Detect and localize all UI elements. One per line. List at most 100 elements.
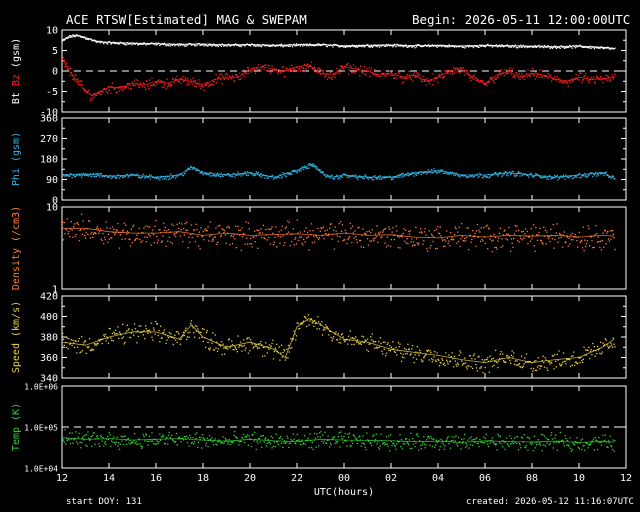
speed-sample-point xyxy=(434,351,436,353)
bz-sample-point xyxy=(381,73,383,75)
temp-sample-point xyxy=(162,434,164,436)
bz-sample-point xyxy=(480,80,482,82)
bt-sample-point xyxy=(377,45,379,47)
bt-sample-point xyxy=(352,44,354,46)
density-sample-point xyxy=(275,226,277,228)
density-sample-point xyxy=(242,233,245,235)
density-sample-point xyxy=(197,245,200,247)
temp-sample-point xyxy=(419,444,422,447)
density-sample-point xyxy=(471,238,473,241)
temp-sample-point xyxy=(177,438,179,440)
speed-sample-point xyxy=(131,329,133,331)
bt-sample-point xyxy=(564,46,566,48)
temp-sample-point xyxy=(367,439,369,441)
speed-sample-point xyxy=(501,357,503,360)
density-sample-point xyxy=(455,228,457,230)
phi-sample-point xyxy=(357,178,359,181)
density-sample-point xyxy=(96,227,98,229)
bz-sample-point xyxy=(195,85,197,88)
speed-sample-point xyxy=(128,328,130,330)
phi-sample-point xyxy=(187,167,189,169)
speed-sample-point xyxy=(571,364,573,366)
bt-sample-point xyxy=(282,46,284,48)
density-sample-point xyxy=(476,223,479,226)
temp-sample-point xyxy=(442,443,445,445)
speed-sample-point xyxy=(599,352,601,354)
bz-sample-point xyxy=(535,71,537,73)
bt-sample-point xyxy=(102,41,104,44)
speed-sample-point xyxy=(596,345,599,348)
temp-sample-point xyxy=(66,439,68,442)
bz-sample-point xyxy=(141,84,143,86)
phi-sample-point xyxy=(194,168,196,170)
density-sample-point xyxy=(72,236,74,238)
speed-sample-point xyxy=(266,352,268,354)
speed-sample-point xyxy=(426,350,428,352)
temp-sample-point xyxy=(493,442,495,445)
temp-sample-point xyxy=(104,440,106,443)
temp-sample-point xyxy=(559,431,561,434)
bz-sample-point xyxy=(528,76,531,78)
phi-sample-point xyxy=(574,175,576,177)
temp-sample-point xyxy=(206,437,208,439)
density-sample-point xyxy=(418,242,420,244)
phi-sample-point xyxy=(128,175,130,177)
speed-sample-point xyxy=(210,338,212,340)
bz-sample-point xyxy=(483,83,485,85)
speed-sample-point xyxy=(321,334,324,336)
density-sample-point xyxy=(378,233,381,236)
bz-sample-point xyxy=(450,70,452,72)
bt-sample-point xyxy=(216,44,218,47)
bt-sample-point xyxy=(402,46,404,48)
bz-sample-point xyxy=(374,74,377,76)
phi-sample-point xyxy=(487,176,489,178)
bt-sample-point xyxy=(370,45,373,47)
bz-sample-point xyxy=(303,63,306,65)
phi-sample-point xyxy=(611,176,613,178)
density-sample-point xyxy=(333,248,336,250)
bt-sample-point xyxy=(396,43,398,45)
density-sample-point xyxy=(369,240,371,242)
speed-ytick-label: 380 xyxy=(40,333,58,344)
phi-sample-point xyxy=(601,172,603,175)
bt-sample-point xyxy=(69,35,71,37)
phi-sample-point xyxy=(304,167,306,169)
bt-sample-point xyxy=(389,45,391,47)
temp-sample-point xyxy=(412,443,415,445)
bz-sample-point xyxy=(235,74,238,76)
bz-sample-point xyxy=(345,63,347,65)
density-sample-point xyxy=(415,226,417,228)
bz-sample-point xyxy=(508,72,510,74)
bt-sample-point xyxy=(488,45,490,47)
bt-sample-point xyxy=(384,45,386,47)
bz-sample-point xyxy=(331,78,333,80)
density-sample-point xyxy=(77,224,80,226)
temp-sample-point xyxy=(228,438,230,441)
bz-sample-point xyxy=(386,73,388,76)
temp-sample-point xyxy=(591,440,593,442)
phi-sample-point xyxy=(489,175,491,178)
speed-sample-point xyxy=(259,343,261,345)
temp-sample-point xyxy=(535,441,537,444)
phi-sample-point xyxy=(231,175,234,177)
density-sample-point xyxy=(487,248,489,250)
bz-sample-point xyxy=(233,80,235,82)
bz-sample-point xyxy=(325,72,328,75)
bt-sample-point xyxy=(502,46,505,48)
speed-sample-point xyxy=(413,361,415,364)
phi-sample-point xyxy=(137,173,139,175)
temp-sample-point xyxy=(491,439,493,441)
bt-sample-point xyxy=(512,45,514,47)
density-sample-point xyxy=(294,238,296,240)
phi-sample-point xyxy=(502,174,504,177)
density-sample-point xyxy=(308,249,310,251)
speed-sample-point xyxy=(186,338,188,341)
bt-sample-point xyxy=(569,44,571,47)
bz-sample-point xyxy=(263,68,265,70)
bt-sample-point xyxy=(536,46,538,48)
bt-sample-point xyxy=(71,36,73,38)
bz-sample-point xyxy=(487,80,490,83)
phi-sample-point xyxy=(597,174,599,176)
bt-sample-point xyxy=(289,45,291,48)
density-sample-point xyxy=(376,225,378,227)
